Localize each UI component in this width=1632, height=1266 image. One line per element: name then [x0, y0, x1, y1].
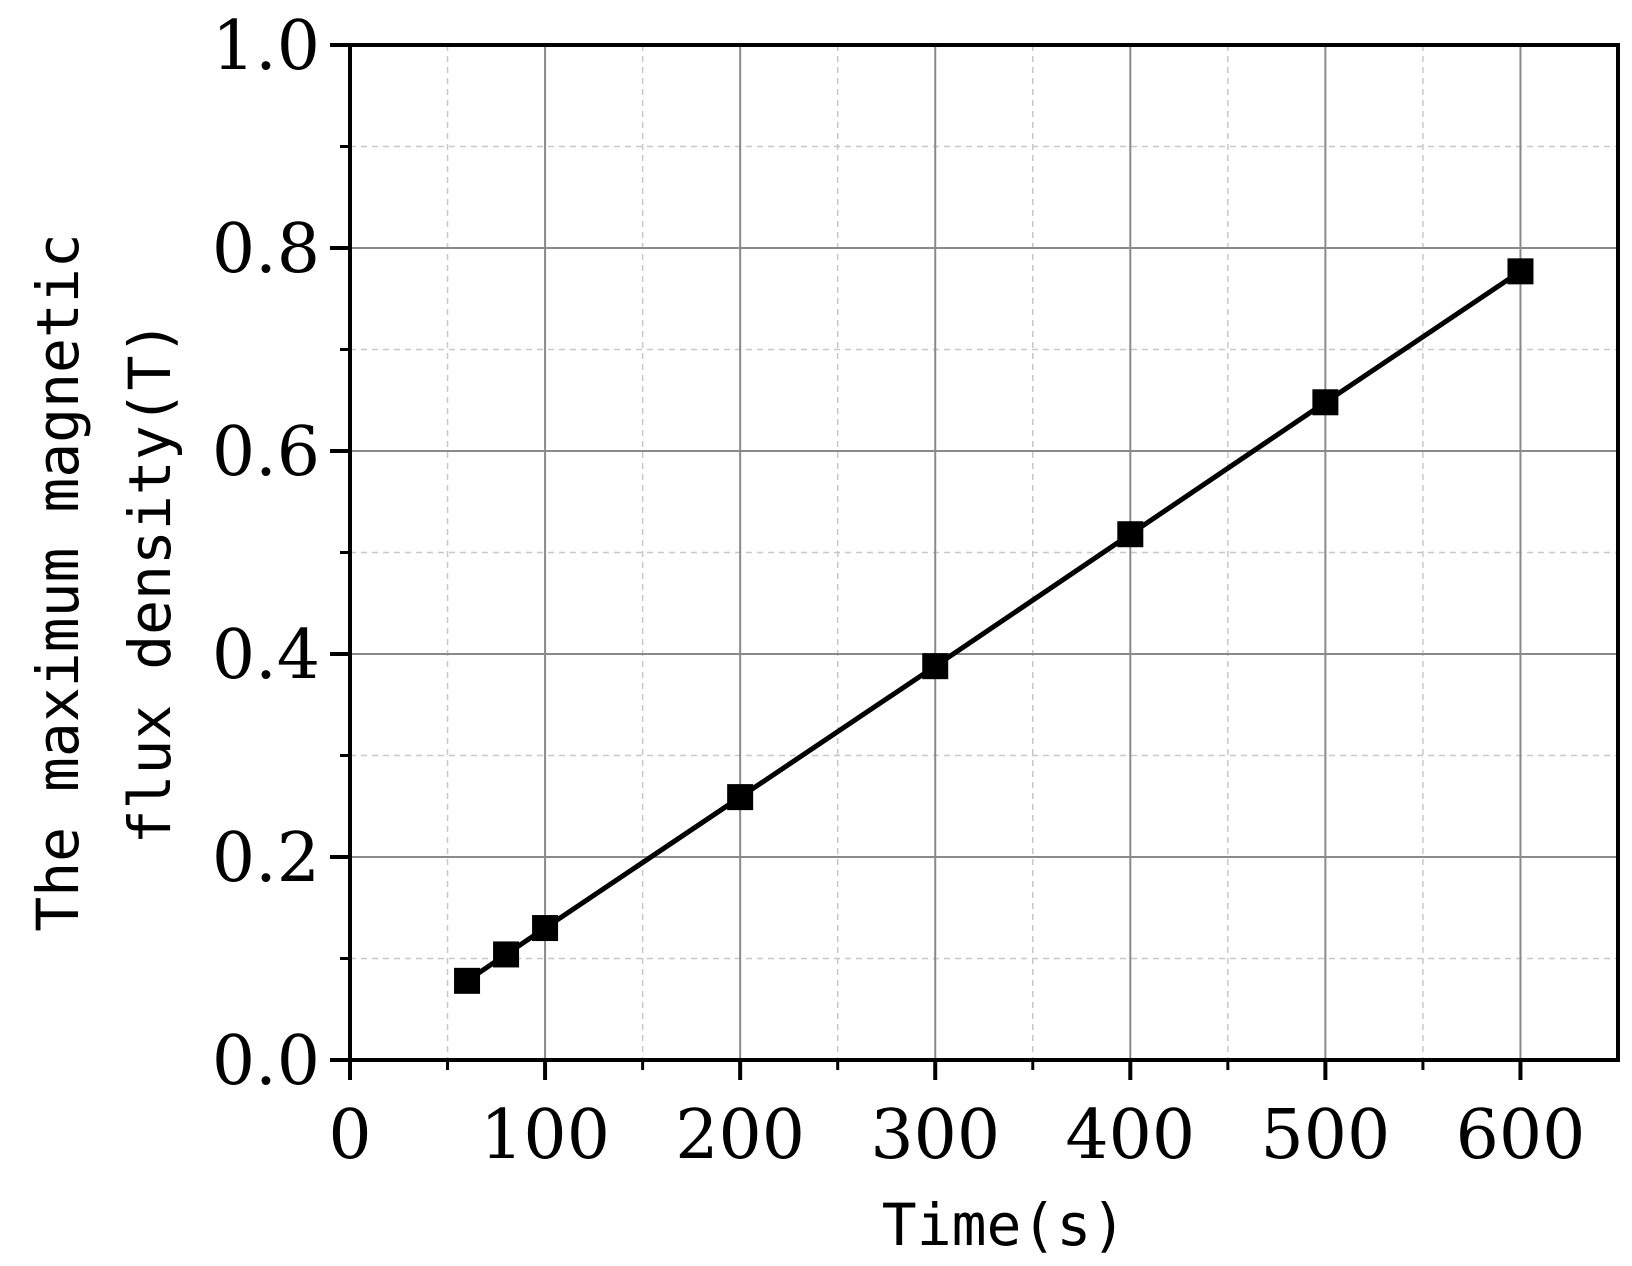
data-point — [727, 784, 754, 811]
series-layer — [454, 258, 1534, 994]
tick-labels: 0 100 200 300 400 500 600 0.0 0.2 0.4 0.6 0.8 1.0 — [212, 7, 1586, 1175]
data-point — [532, 915, 559, 942]
data-point — [1312, 389, 1339, 416]
y-axis-title-line-1: The maximum magnetic — [24, 233, 92, 931]
data-point — [1507, 258, 1534, 285]
data-point — [493, 941, 520, 968]
x-axis-title: Time(s) — [882, 1191, 1126, 1259]
y-axis-title-line-2: flux density(T) — [116, 321, 184, 845]
x-tick-label: 600 — [1456, 1096, 1586, 1175]
y-tick-label: 0.2 — [212, 819, 320, 898]
y-tick-label: 0.6 — [212, 413, 320, 492]
y-tick-label: 1.0 — [212, 7, 320, 86]
major-gridlines — [350, 45, 1618, 1060]
y-tick-label: 0.4 — [212, 616, 320, 695]
data-point — [1117, 521, 1144, 548]
y-tick-label: 0.0 — [212, 1022, 320, 1101]
axis-ticks — [330, 43, 1523, 1080]
x-tick-label: 400 — [1065, 1096, 1195, 1175]
x-tick-label: 100 — [480, 1096, 610, 1175]
x-tick-label: 300 — [870, 1096, 1000, 1175]
minor-gridlines — [350, 45, 1618, 1060]
data-point — [922, 653, 949, 680]
x-tick-label: 500 — [1260, 1096, 1390, 1175]
data-point — [454, 967, 481, 994]
y-tick-label: 0.8 — [212, 210, 320, 289]
x-tick-label: 200 — [675, 1096, 805, 1175]
x-tick-label: 0 — [328, 1096, 371, 1175]
